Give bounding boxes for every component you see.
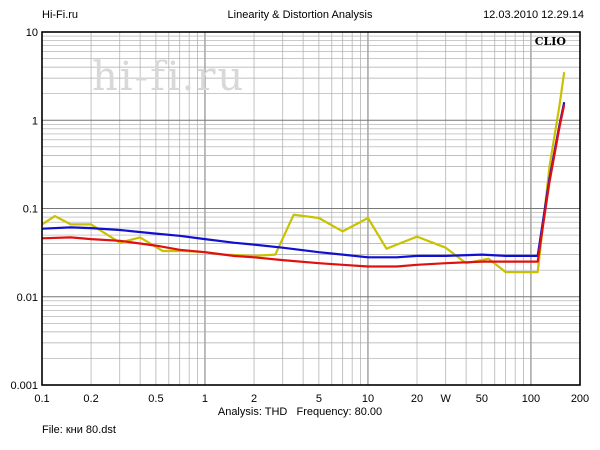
series-lines <box>41 72 566 274</box>
watermark-logo: hi-fi.ru <box>92 54 245 100</box>
series-line-3 <box>41 104 566 268</box>
x-tick-label: 0.2 <box>83 393 98 405</box>
series-line-2 <box>41 101 566 259</box>
x-tick-label: 0.1 <box>34 393 49 405</box>
y-tick-label: 0.01 <box>17 292 38 304</box>
y-tick-labels: 0.001 0.01 0.1 1 10 <box>10 27 38 392</box>
x-tick-label: W <box>441 393 452 405</box>
x-tick-label: 1 <box>202 393 208 405</box>
file-label: File: кни 80.dst <box>42 424 116 436</box>
y-tick-label: 0.001 <box>10 380 38 392</box>
x-tick-label: 100 <box>522 393 540 405</box>
y-tick-label: 0.1 <box>23 204 38 216</box>
header-left: Hi-Fi.ru <box>42 9 79 21</box>
x-tick-label: 2 <box>251 393 257 405</box>
x-tick-label: 20 <box>411 393 423 405</box>
timestamp: 12.03.2010 12.29.14 <box>483 9 584 21</box>
chart-grid <box>42 32 581 385</box>
x-tick-label: 5 <box>316 393 322 405</box>
watermark-text: hi-fi.ru <box>92 54 245 100</box>
y-tick-label: 1 <box>32 115 38 127</box>
clio-badge: CLIO <box>535 35 567 48</box>
y-tick-label: 10 <box>26 27 38 39</box>
page-title: Linearity & Distortion Analysis <box>227 9 373 21</box>
x-tick-label: 50 <box>476 393 488 405</box>
x-tick-label: 10 <box>362 393 374 405</box>
analysis-caption: Analysis: THD Frequency: 80.00 <box>217 406 383 418</box>
x-tick-label: 0.5 <box>148 393 163 405</box>
x-tick-labels: 0.1 0.2 0.5 1 2 5 10 20 W 50 100 200 <box>34 393 589 405</box>
plot-frame <box>41 31 581 386</box>
x-tick-label: 200 <box>571 393 589 405</box>
